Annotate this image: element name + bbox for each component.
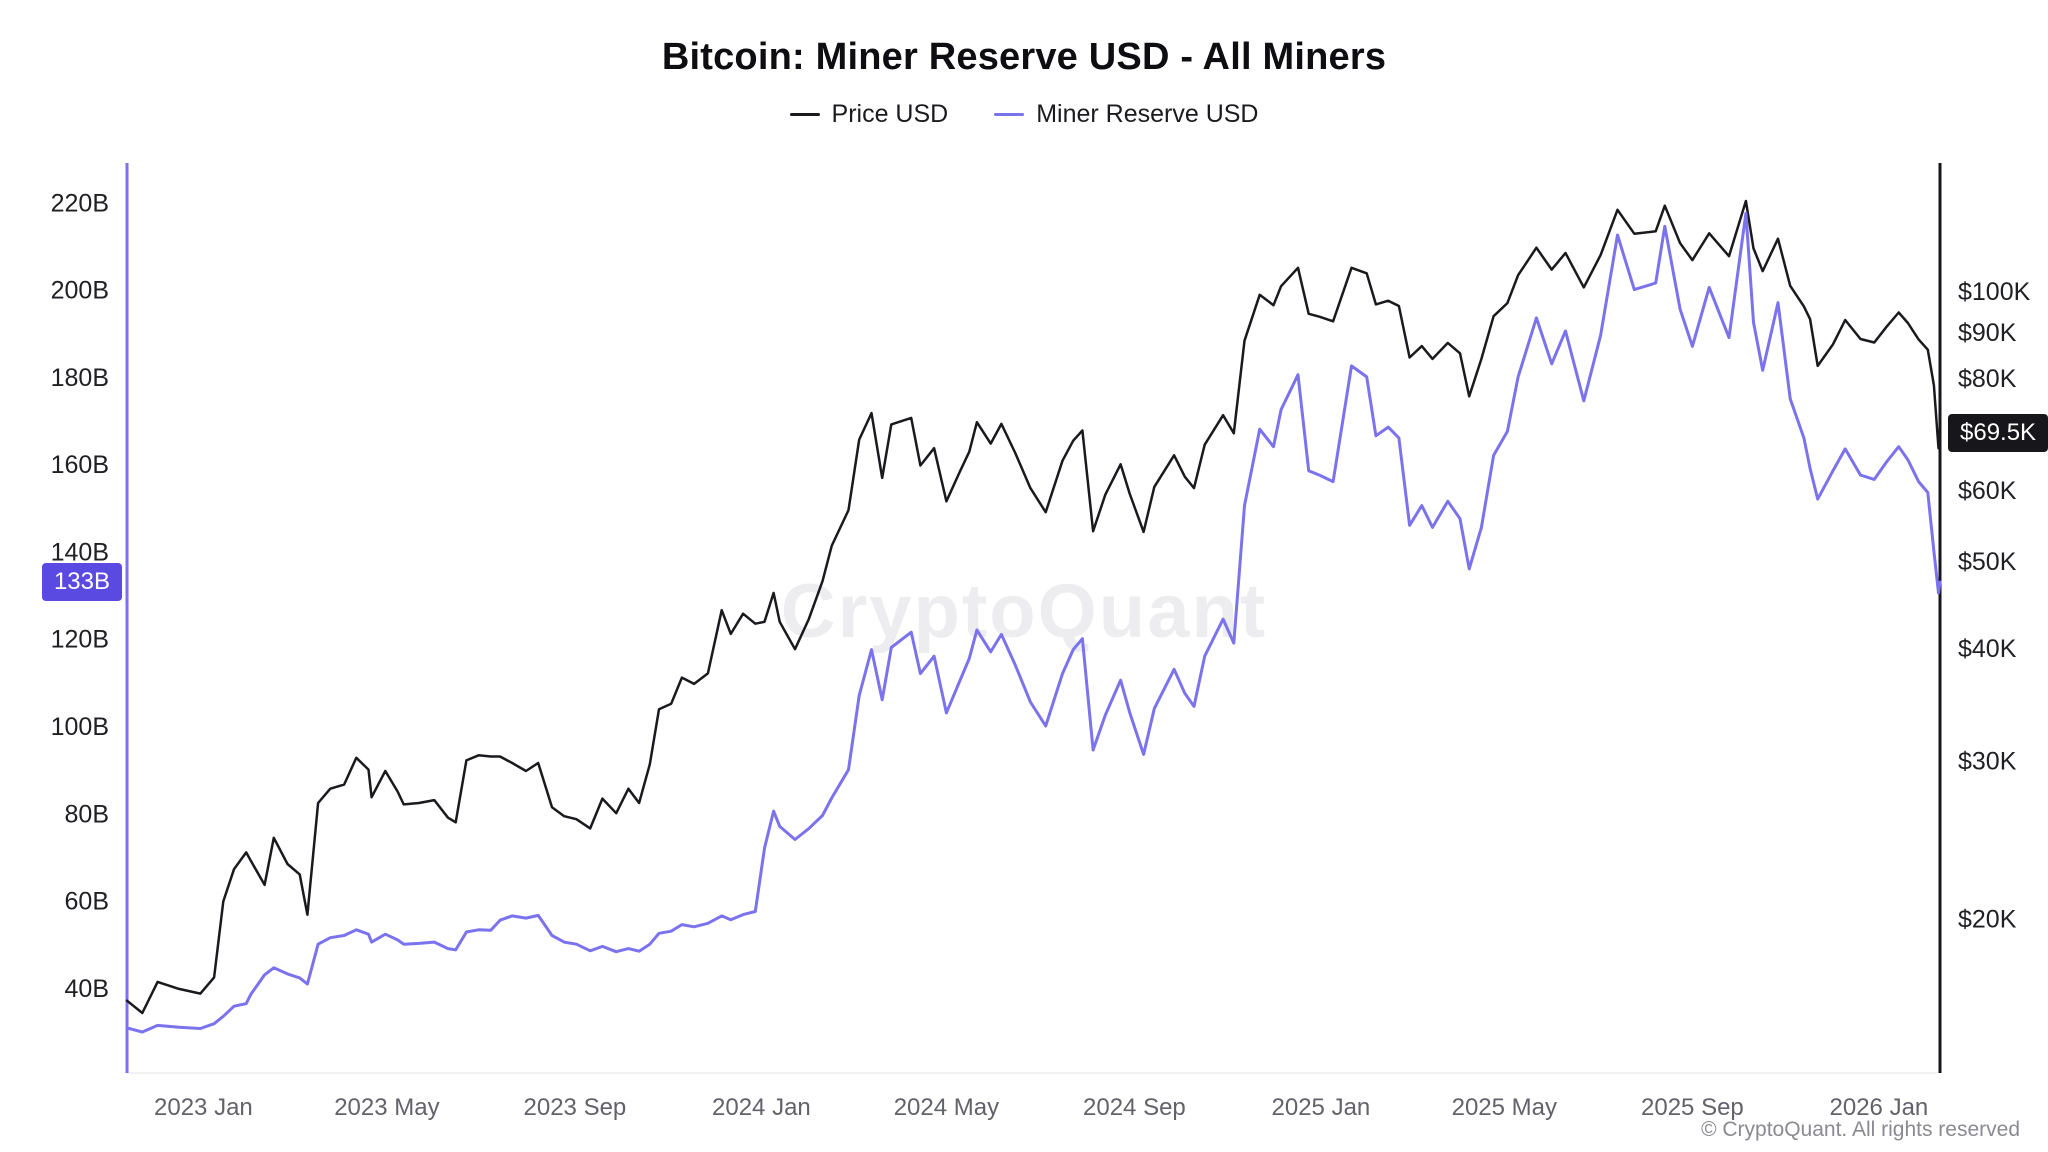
legend-label-miner-reserve: Miner Reserve USD <box>1036 100 1259 128</box>
left-axis-tick-label: 80B <box>65 800 109 828</box>
price-last-value-badge: $69.5K <box>1948 413 2048 452</box>
left-axis-tick-label: 220B <box>51 189 109 217</box>
legend-item-price[interactable]: Price USD <box>789 100 949 129</box>
miner-reserve-last-value-badge: 133B <box>41 562 122 601</box>
legend-marker-price-icon <box>789 113 820 116</box>
left-axis-tick-label: 100B <box>51 713 109 741</box>
left-axis-tick-label: 140B <box>51 538 109 566</box>
x-axis-tick-label: 2025 May <box>1452 1094 1557 1121</box>
right-axis-tick-label: $20K <box>1958 906 2017 934</box>
x-axis-tick-label: 2026 Jan <box>1830 1094 1929 1121</box>
x-axis-tick-label: 2024 Jan <box>712 1094 811 1121</box>
x-axis-tick-label: 2024 Sep <box>1083 1094 1186 1121</box>
left-axis-tick-label: 180B <box>51 364 109 392</box>
x-axis-tick-label: 2023 Jan <box>154 1094 253 1121</box>
left-axis-tick-label: 120B <box>51 626 109 654</box>
x-axis-tick-label: 2025 Sep <box>1641 1094 1744 1121</box>
chart-legend: Price USD Miner Reserve USD <box>0 100 2048 129</box>
legend-item-miner-reserve[interactable]: Miner Reserve USD <box>994 100 1258 129</box>
right-axis-tick-label: $100K <box>1958 278 2031 306</box>
left-axis-tick-label: 160B <box>51 451 109 479</box>
x-axis-tick-label: 2023 Sep <box>524 1094 627 1121</box>
right-axis-tick-label: $50K <box>1958 548 2017 576</box>
chart-plot-area[interactable] <box>127 163 1940 1073</box>
right-axis-tick-label: $90K <box>1958 319 2017 347</box>
chart-title: Bitcoin: Miner Reserve USD - All Miners <box>661 36 1387 78</box>
price-usd-line[interactable] <box>125 199 1942 1015</box>
x-axis-tick-label: 2025 Jan <box>1272 1094 1371 1121</box>
right-axis-tick-label: $80K <box>1958 365 2017 393</box>
copyright-notice: © CryptoQuant. All rights reserved <box>1701 1118 2020 1141</box>
x-axis-tick-label: 2023 May <box>334 1094 439 1121</box>
left-axis-tick-label: 40B <box>65 975 109 1003</box>
x-axis-tick-label: 2024 May <box>894 1094 999 1121</box>
right-axis-tick-label: $40K <box>1958 635 2017 663</box>
right-axis-tick-label: $60K <box>1958 477 2017 505</box>
legend-marker-miner-reserve-icon <box>994 113 1025 116</box>
left-axis-tick-label: 60B <box>65 888 109 916</box>
right-axis-tick-label: $30K <box>1958 747 2017 775</box>
miner-reserve-usd-line[interactable] <box>125 211 1942 1034</box>
left-axis-tick-label: 200B <box>51 277 109 305</box>
legend-label-price: Price USD <box>831 100 949 128</box>
